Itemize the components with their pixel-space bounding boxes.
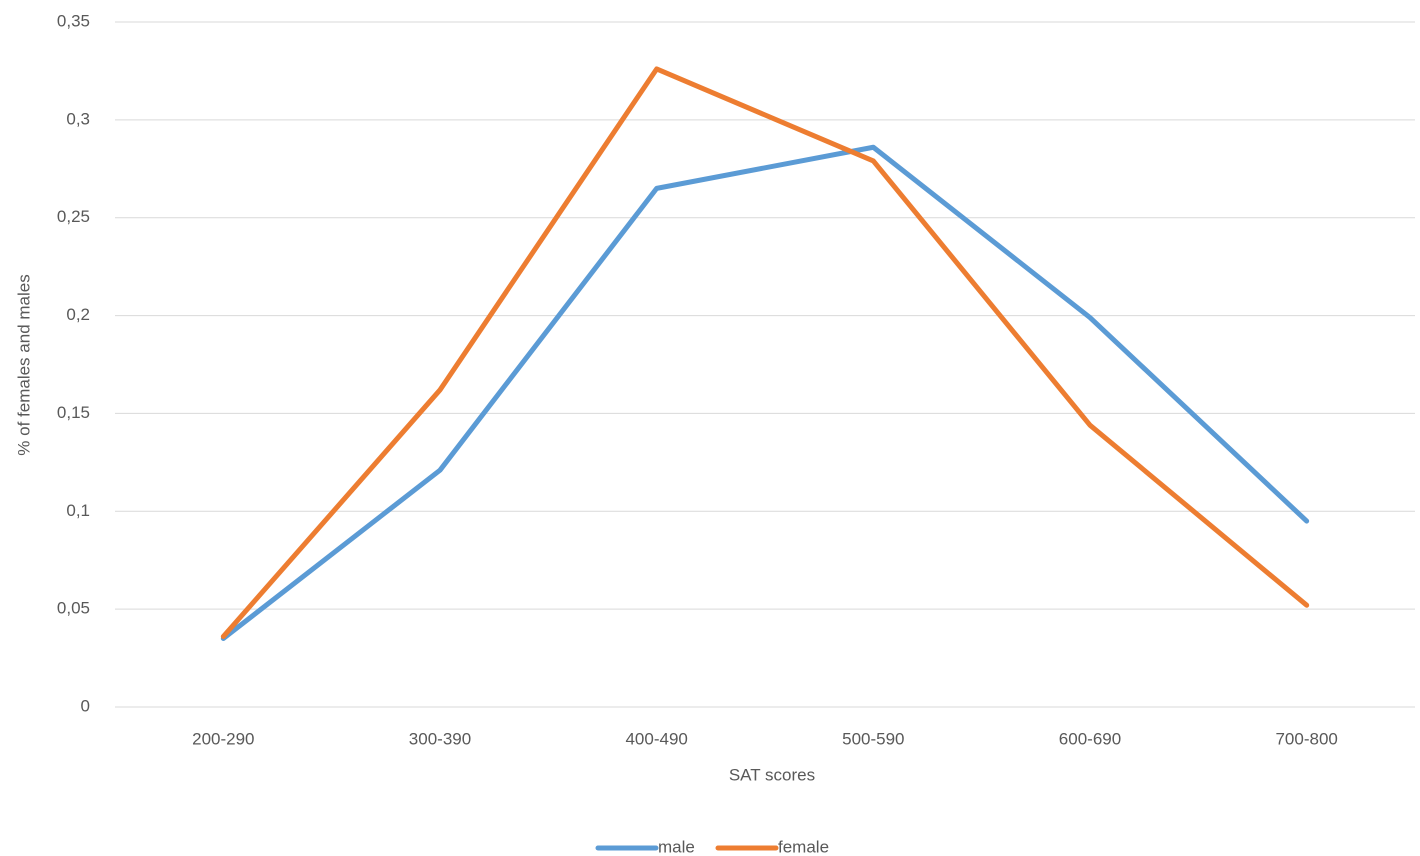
line-series: [220, 144, 1310, 641]
y-tick-label: 0,2: [66, 305, 90, 324]
y-tick-label: 0,15: [57, 403, 90, 422]
x-axis-title: SAT scores: [729, 765, 815, 784]
x-tick-label: 300-390: [409, 729, 471, 748]
y-axis-title: % of females and males: [14, 274, 33, 455]
legend-label: male: [658, 837, 695, 856]
y-tick-label: 0,1: [66, 501, 90, 520]
x-tick-label: 500-590: [842, 729, 904, 748]
x-tick-label: 600-690: [1059, 729, 1121, 748]
y-tick-label: 0,35: [57, 11, 90, 30]
y-tick-label: 0,25: [57, 207, 90, 226]
legend-label: female: [778, 837, 829, 856]
y-tick-label: 0,3: [66, 109, 90, 128]
y-tick-label: 0: [81, 696, 90, 715]
x-tick-label: 400-490: [625, 729, 687, 748]
y-tick-label: 0,05: [57, 599, 90, 618]
x-tick-label: 200-290: [192, 729, 254, 748]
line-series: [220, 66, 1310, 640]
x-tick-label: 700-800: [1275, 729, 1337, 748]
